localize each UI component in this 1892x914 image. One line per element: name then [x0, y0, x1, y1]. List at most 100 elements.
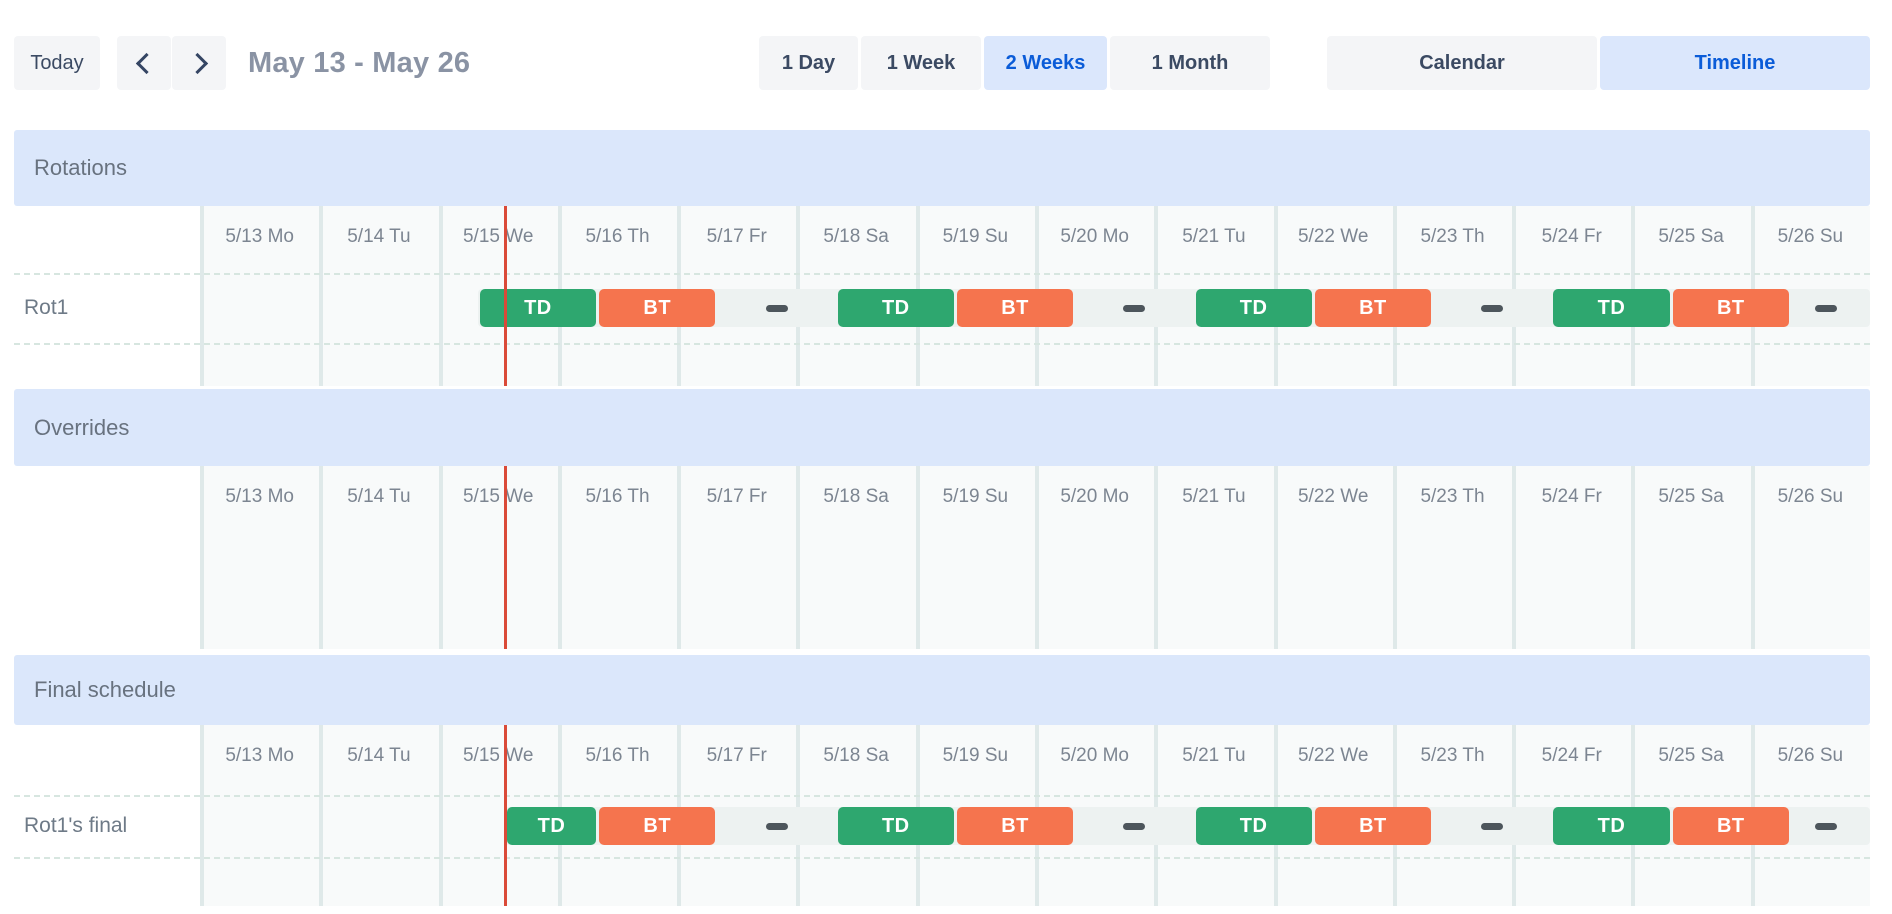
day-header-5-15-we: 5/15 We: [462, 486, 534, 507]
day-header-5-26-su: 5/26 Su: [1777, 486, 1844, 507]
day-header-5-20-mo: 5/20 Mo: [1060, 226, 1129, 247]
row-label-rot1: Rot1: [24, 296, 69, 319]
shift-block-td[interactable]: TD: [479, 289, 597, 327]
grid-line: [1035, 466, 1039, 649]
shift-block-bt[interactable]: BT: [1672, 289, 1789, 327]
grid-line: [1392, 466, 1397, 649]
day-header-5-13-mo: 5/13 Mo: [225, 486, 294, 507]
day-header-5-14-tu: 5/14 Tu: [347, 226, 411, 247]
shift-block-bt[interactable]: BT: [956, 289, 1074, 327]
shift-block-bt[interactable]: BT: [956, 807, 1074, 845]
grid-line: [438, 206, 443, 386]
grid-line: [319, 725, 324, 906]
shift-block-td[interactable]: TD: [1553, 289, 1670, 327]
gap-dash: [1481, 822, 1504, 830]
shift-block-bt[interactable]: BT: [1314, 289, 1432, 327]
row-separator: [14, 343, 1870, 345]
view-option-2-weeks[interactable]: 2 Weeks: [984, 36, 1107, 90]
row-separator: [14, 273, 1870, 275]
date-range-title: May 13 - May 26: [248, 46, 471, 79]
shift-block-td[interactable]: TD: [1195, 289, 1312, 327]
day-header-5-21-tu: 5/21 Tu: [1182, 226, 1246, 247]
row-separator: [14, 795, 1870, 797]
day-header-5-24-fr: 5/24 Fr: [1541, 486, 1602, 507]
grid-line: [1750, 466, 1755, 649]
shift-block-td[interactable]: TD: [506, 807, 597, 845]
today-button[interactable]: Today: [14, 36, 100, 90]
day-header-5-24-fr: 5/24 Fr: [1541, 226, 1602, 247]
gap-dash: [1123, 822, 1146, 830]
shift-block-bt[interactable]: BT: [1314, 807, 1432, 845]
day-header-5-25-sa: 5/25 Sa: [1658, 486, 1724, 507]
view-switcher: 1 Day 1 Week 2 Weeks 1 Month: [759, 36, 1270, 90]
view-option-1-month[interactable]: 1 Month: [1110, 36, 1270, 90]
section-title: Overrides: [34, 414, 130, 440]
day-header-5-22-we: 5/22 We: [1297, 745, 1369, 766]
day-header-5-23-th: 5/23 Th: [1420, 226, 1485, 247]
section-grid-rotations: 5/13 Mo 5/14 Tu 5/15 We 5/16 Th 5/17 Fr 5/18 …: [14, 206, 1870, 386]
day-header-5-17-fr: 5/17 Fr: [706, 486, 767, 507]
grid-line: [200, 725, 204, 906]
shift-block-bt[interactable]: BT: [1672, 807, 1789, 845]
day-header-5-14-tu: 5/14 Tu: [347, 486, 411, 507]
day-header-5-17-fr: 5/17 Fr: [706, 226, 767, 247]
day-header-5-13-mo: 5/13 Mo: [225, 226, 294, 247]
grid-line: [915, 466, 920, 649]
row-label-rot1-s-final: Rot1's final: [24, 814, 128, 837]
section-header-rotations: Rotations: [14, 130, 1870, 206]
shift-block-td[interactable]: TD: [1553, 807, 1670, 845]
row-separator: [14, 857, 1870, 859]
day-header-5-20-mo: 5/20 Mo: [1060, 745, 1129, 766]
day-header-5-24-fr: 5/24 Fr: [1541, 745, 1602, 766]
shift-block-td[interactable]: TD: [1195, 807, 1312, 845]
grid-line: [1512, 466, 1517, 649]
day-header-5-23-th: 5/23 Th: [1420, 486, 1485, 507]
mode-option-calendar[interactable]: Calendar: [1327, 36, 1597, 90]
section-title: Rotations: [34, 155, 127, 180]
gap-dash: [1814, 822, 1837, 830]
day-header-5-18-sa: 5/18 Sa: [823, 745, 889, 766]
day-header-5-16-th: 5/16 Th: [585, 745, 650, 766]
mode-option-timeline[interactable]: Timeline: [1600, 36, 1870, 90]
gap-dash: [765, 304, 788, 312]
day-header-5-14-tu: 5/14 Tu: [347, 745, 411, 766]
day-header-5-15-we: 5/15 We: [462, 745, 534, 766]
day-header-5-20-mo: 5/20 Mo: [1060, 486, 1129, 507]
day-header-5-22-we: 5/22 We: [1297, 486, 1369, 507]
chevron-left-icon: [135, 52, 157, 74]
day-header-5-15-we: 5/15 We: [462, 226, 534, 247]
day-header-5-23-th: 5/23 Th: [1420, 745, 1485, 766]
section-title: Final schedule: [34, 677, 176, 702]
grid-line: [1154, 466, 1159, 649]
shift-block-bt[interactable]: BT: [599, 807, 716, 845]
mode-switcher: Calendar Timeline: [1327, 36, 1870, 90]
next-button[interactable]: [172, 36, 226, 90]
gap-dash: [1814, 304, 1837, 312]
view-option-1-day[interactable]: 1 Day: [759, 36, 858, 90]
view-option-1-week[interactable]: 1 Week: [861, 36, 981, 90]
day-header-5-16-th: 5/16 Th: [585, 226, 650, 247]
grid-line: [1273, 466, 1278, 649]
shift-block-td[interactable]: TD: [837, 289, 954, 327]
day-header-5-25-sa: 5/25 Sa: [1658, 745, 1724, 766]
section-grid-overrides: 5/13 Mo 5/14 Tu 5/15 We 5/16 Th 5/17 Fr 5/18 …: [14, 466, 1870, 649]
grid-line: [200, 466, 204, 649]
day-header-5-18-sa: 5/18 Sa: [823, 486, 889, 507]
grid-line: [796, 466, 801, 649]
now-indicator-line: [503, 725, 507, 906]
day-header-5-26-su: 5/26 Su: [1777, 226, 1844, 247]
day-header-5-25-sa: 5/25 Sa: [1658, 226, 1724, 247]
day-header-5-19-su: 5/19 Su: [942, 486, 1009, 507]
day-header-5-19-su: 5/19 Su: [942, 745, 1009, 766]
gap-dash: [1123, 304, 1146, 312]
shift-block-td[interactable]: TD: [837, 807, 954, 845]
now-indicator-line: [503, 206, 507, 386]
day-header-5-13-mo: 5/13 Mo: [225, 745, 294, 766]
grid-line: [319, 206, 324, 386]
shift-block-bt[interactable]: BT: [599, 289, 716, 327]
prev-button[interactable]: [117, 36, 171, 90]
day-header-5-21-tu: 5/21 Tu: [1182, 745, 1246, 766]
section-header-overrides: Overrides: [14, 389, 1870, 466]
day-header-5-17-fr: 5/17 Fr: [706, 745, 767, 766]
